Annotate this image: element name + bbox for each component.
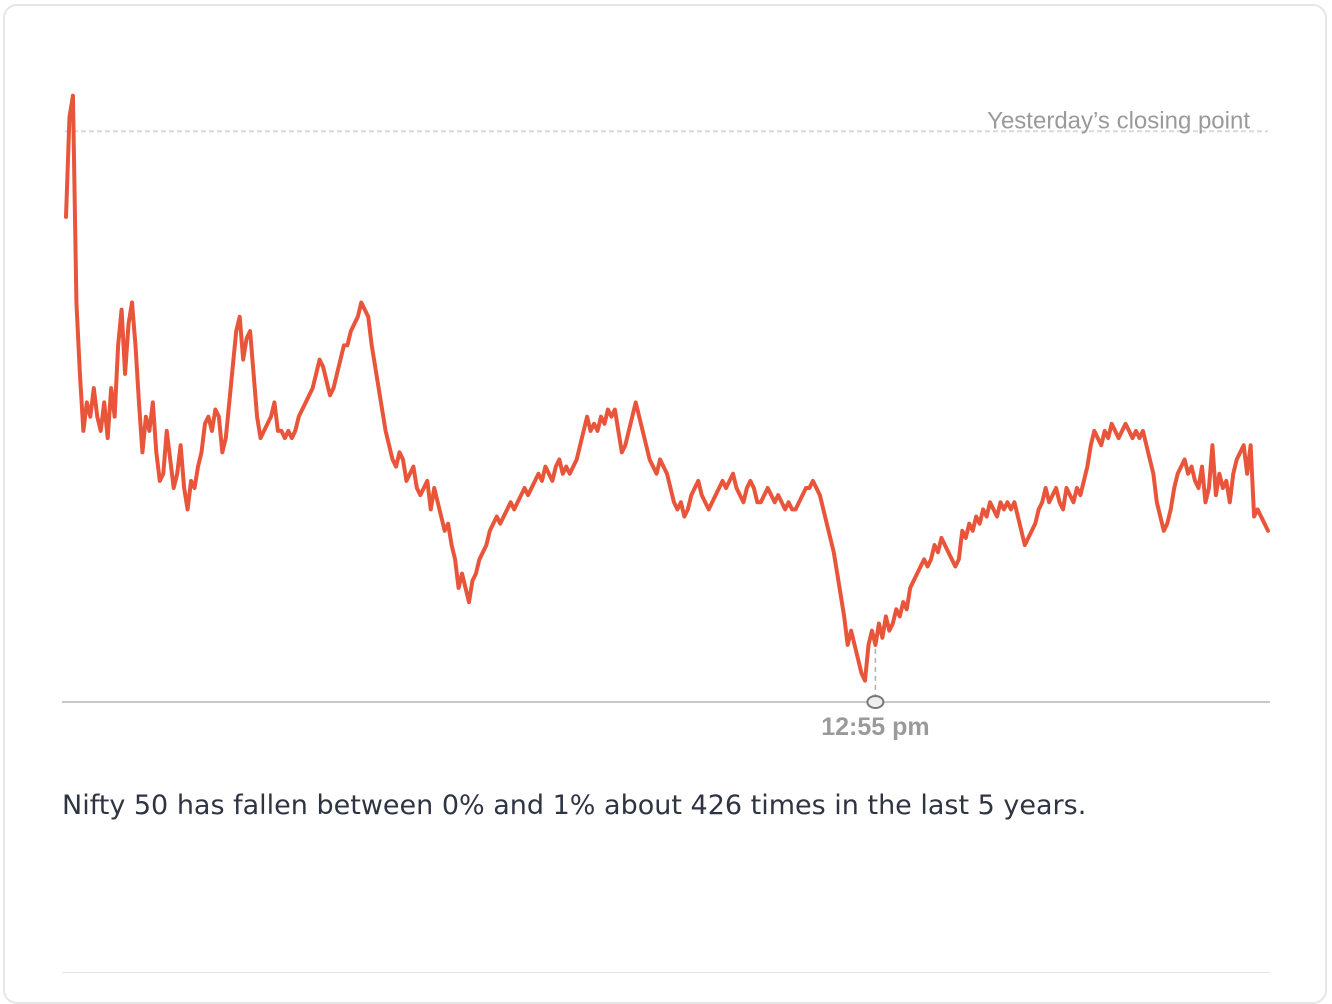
intraday-chart: Yesterday’s closing point 12:55 pm [62,93,1270,741]
reference-label: Yesterday’s closing point [987,107,1250,134]
chart-svg: Yesterday’s closing point 12:55 pm [62,93,1270,741]
bottom-divider [62,972,1270,973]
chart-card [3,4,1327,1004]
series-line [64,93,1270,683]
summary-text: Nifty 50 has fallen between 0% and 1% ab… [62,790,1087,821]
marker-dot [866,695,885,709]
marker-time-label: 12:55 pm [821,713,929,741]
